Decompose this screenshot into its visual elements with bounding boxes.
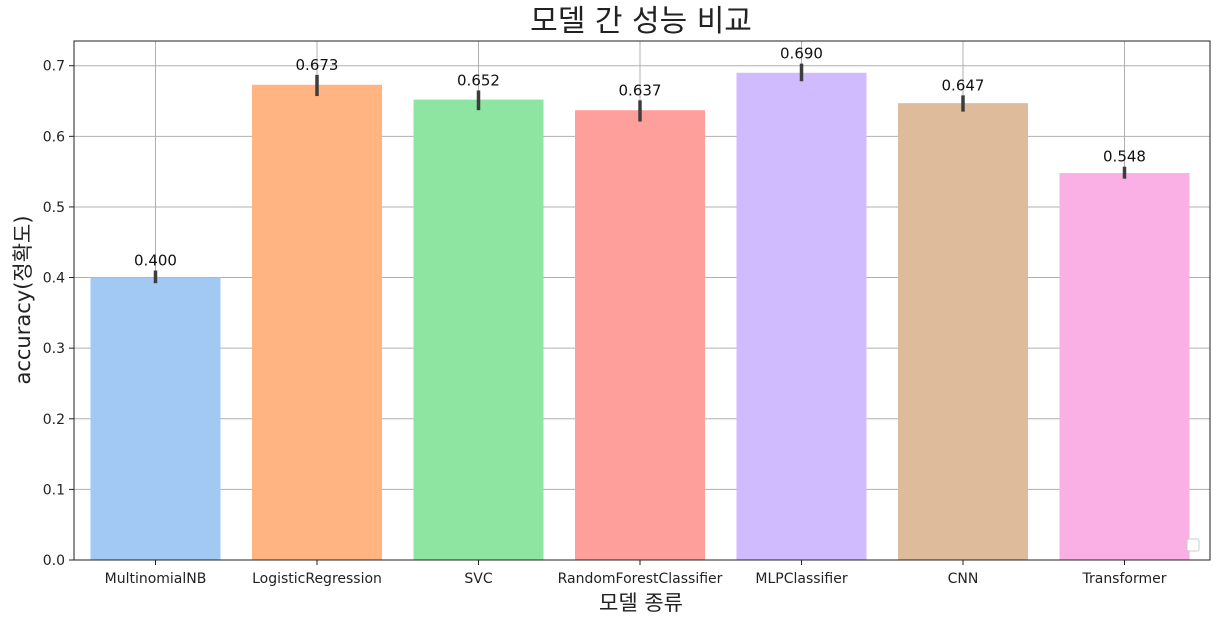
bar	[252, 84, 382, 560]
y-tick-label: 0.3	[43, 341, 65, 357]
y-tick-label: 0.2	[43, 412, 65, 428]
bar	[898, 103, 1028, 560]
x-tick-label: RandomForestClassifier	[558, 571, 723, 587]
x-tick-label: SVC	[464, 571, 492, 587]
value-label: 0.548	[1103, 148, 1146, 166]
bar	[1059, 173, 1190, 560]
value-label: 0.647	[942, 76, 985, 94]
y-tick-label: 0.1	[43, 482, 65, 498]
error-bars	[153, 63, 1127, 284]
x-tick-label: LogisticRegression	[252, 571, 382, 587]
bar	[736, 72, 867, 560]
x-axis-label: 모델 종류	[599, 591, 683, 615]
bars	[90, 72, 1190, 561]
x-axis-ticks: MultinomialNB LogisticRegression SVC Random…	[105, 560, 1167, 587]
y-tick-label: 0.0	[43, 553, 65, 569]
value-label: 0.690	[780, 45, 823, 63]
x-tick-label: CNN	[948, 571, 979, 587]
bar	[575, 110, 705, 560]
y-tick-label: 0.5	[43, 200, 65, 216]
bar	[413, 99, 544, 561]
x-tick-label: MultinomialNB	[105, 571, 207, 587]
x-tick-label: MLPClassifier	[755, 571, 847, 587]
y-tick-label: 0.7	[43, 59, 65, 75]
chart-title: 모델 간 성능 비교	[530, 4, 752, 39]
legend-box	[1186, 538, 1200, 552]
y-tick-label: 0.6	[43, 129, 65, 145]
y-tick-label: 0.4	[43, 271, 65, 287]
y-axis-ticks: 0.0 0.1 0.2 0.3 0.4 0.5 0.6 0.7	[43, 59, 74, 569]
value-label: 0.652	[457, 71, 500, 89]
value-labels: 0.400 0.673 0.652 0.637 0.690 0.647 0.548	[134, 45, 1146, 270]
bar	[90, 277, 221, 560]
x-tick-label: Transformer	[1081, 571, 1166, 587]
y-axis-label: accuracy(정확도)	[11, 215, 35, 384]
value-label: 0.400	[134, 251, 177, 269]
plot-frame	[73, 40, 1211, 561]
value-label: 0.673	[296, 56, 339, 74]
value-label: 0.637	[619, 81, 662, 99]
